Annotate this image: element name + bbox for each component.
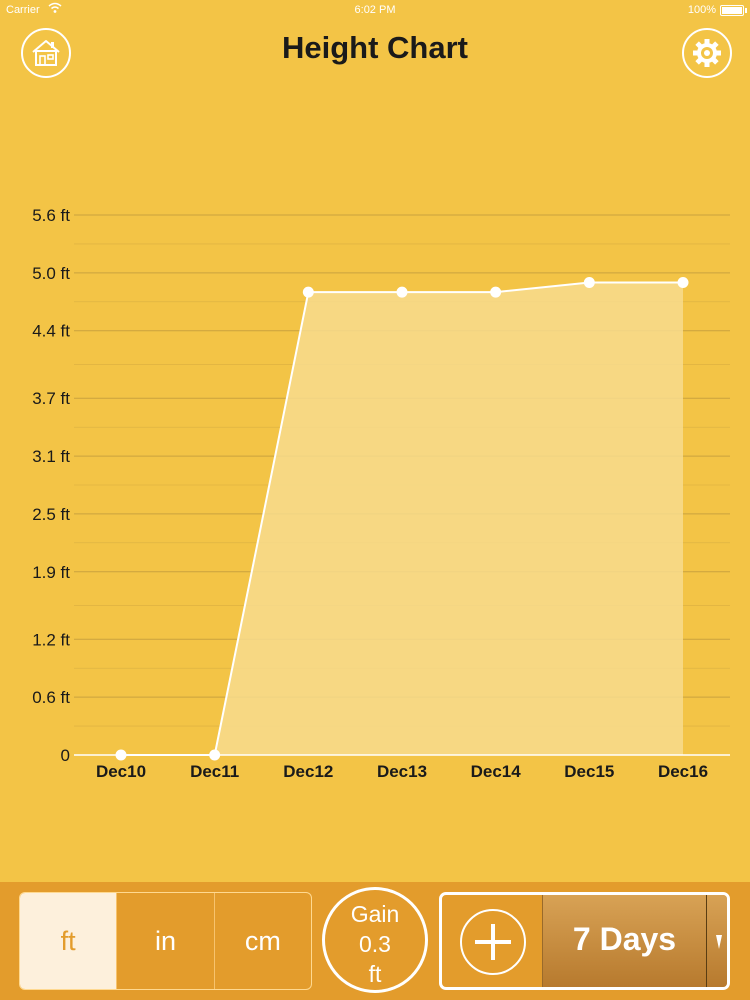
y-tick-label: 2.5 ft xyxy=(32,505,70,524)
unit-in-button[interactable]: in xyxy=(116,893,213,989)
add-entry-button[interactable] xyxy=(460,909,526,975)
gain-label: Gain xyxy=(350,901,400,927)
y-tick-label: 5.6 ft xyxy=(32,206,70,225)
wifi-icon xyxy=(48,2,62,17)
range-dropdown-button[interactable] xyxy=(706,895,727,987)
unit-selector: ft in cm xyxy=(19,892,312,990)
x-tick-label: Dec10 xyxy=(96,762,146,781)
carrier-label: Carrier xyxy=(6,4,40,16)
data-point xyxy=(302,286,314,298)
y-tick-label: 3.7 ft xyxy=(32,389,70,408)
x-tick-label: Dec11 xyxy=(190,762,239,781)
range-select[interactable]: 7 Days xyxy=(542,895,706,987)
data-point xyxy=(490,286,502,298)
clock: 6:02 PM xyxy=(354,4,396,16)
x-tick-label: Dec15 xyxy=(564,762,614,781)
status-bar: Carrier 6:02 PM 100% xyxy=(0,0,750,22)
x-tick-label: Dec16 xyxy=(658,762,708,781)
gain-indicator: Gain 0.3 ft xyxy=(322,887,428,993)
page-title: Height Chart xyxy=(282,30,468,65)
data-point xyxy=(677,277,689,288)
y-tick-label: 4.4 ft xyxy=(32,322,70,341)
y-tick-label: 1.2 ft xyxy=(32,630,70,649)
area-fill xyxy=(121,282,683,755)
x-tick-label: Dec14 xyxy=(471,762,522,781)
x-tick-label: Dec13 xyxy=(377,762,427,781)
unit-ft-button[interactable]: ft xyxy=(20,893,117,989)
battery-percent: 100% xyxy=(687,4,716,16)
bottom-toolbar: ft in cm Gain 0.3 ft 7 Days xyxy=(0,882,750,1000)
unit-cm-button[interactable]: cm xyxy=(213,893,311,989)
y-tick-label: 0.6 ft xyxy=(32,688,70,707)
settings-button[interactable] xyxy=(682,28,732,78)
data-point xyxy=(209,749,221,761)
data-point xyxy=(396,286,408,298)
y-tick-label: 0 xyxy=(61,746,70,765)
gain-unit: ft xyxy=(368,961,382,987)
data-point xyxy=(583,277,595,288)
data-point xyxy=(115,749,127,761)
home-button[interactable] xyxy=(21,28,71,78)
y-tick-label: 1.9 ft xyxy=(32,563,70,582)
battery-icon xyxy=(720,5,747,16)
range-control: 7 Days xyxy=(439,892,730,990)
gain-value: 0.3 xyxy=(359,931,391,957)
height-chart: 0 0.6 ft 1.2 ft 1.9 ft 2.5 ft 3.1 ft 3.7 ft 4.4… xyxy=(32,206,730,781)
y-tick-label: 3.1 ft xyxy=(32,447,70,466)
y-tick-label: 5.0 ft xyxy=(32,264,70,283)
x-tick-label: Dec12 xyxy=(283,762,333,781)
range-label: 7 Days xyxy=(572,921,677,957)
